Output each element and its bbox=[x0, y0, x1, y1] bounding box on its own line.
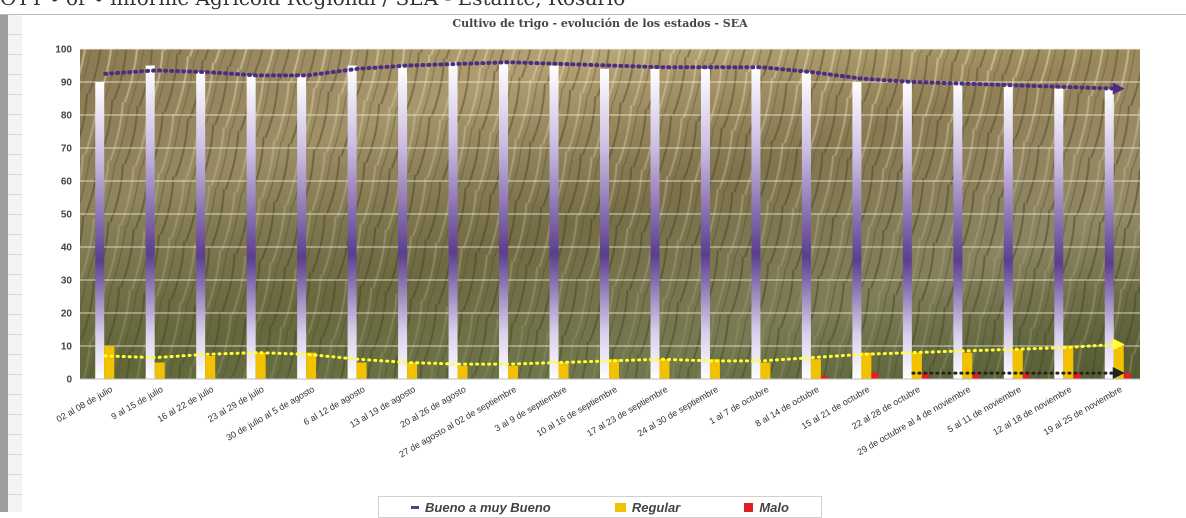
bar-bueno-13 bbox=[751, 65, 761, 379]
bar-regular-9 bbox=[558, 362, 569, 379]
bar-regular-12 bbox=[709, 359, 720, 379]
bar-malo-18 bbox=[1022, 372, 1030, 379]
bar-bueno-10 bbox=[600, 68, 609, 380]
legend-label-malo: Malo bbox=[759, 499, 789, 515]
y-tick-label-0: 0 bbox=[66, 375, 72, 386]
y-tick-label-80: 80 bbox=[61, 111, 73, 122]
bar-malo-15 bbox=[871, 372, 879, 379]
bar-bueno-6 bbox=[398, 65, 408, 379]
top-rule bbox=[0, 14, 1186, 15]
legend: Bueno a muy Bueno Regular Malo bbox=[378, 496, 822, 518]
bar-regular-1 bbox=[154, 362, 165, 379]
bar-bueno-17 bbox=[953, 82, 963, 379]
bar-regular-6 bbox=[407, 362, 418, 379]
bar-regular-4 bbox=[306, 352, 317, 379]
legend-swatch-regular bbox=[614, 502, 626, 512]
chart: Cultivo de trigo - evolución de los esta… bbox=[55, 17, 1140, 460]
bar-bueno-18 bbox=[1003, 85, 1013, 380]
y-tick-label-40: 40 bbox=[61, 243, 73, 254]
x-tick-label-0: 02 al 08 de julio bbox=[55, 384, 115, 424]
y-tick-label-10: 10 bbox=[61, 342, 73, 353]
bar-bueno-2 bbox=[196, 72, 206, 379]
x-tick-label-2: 16 al 22 de julio bbox=[156, 384, 216, 424]
bar-bueno-3 bbox=[246, 75, 256, 380]
bar-regular-7 bbox=[457, 365, 468, 379]
bar-regular-0 bbox=[104, 346, 115, 379]
header-caption: OTT ∙ or ∙ informe Agrícola Regional / S… bbox=[0, 0, 1186, 14]
trendline-arrowhead-2 bbox=[1112, 367, 1125, 380]
bar-regular-14 bbox=[810, 359, 821, 379]
bar-malo-16 bbox=[921, 372, 929, 379]
bar-regular-19 bbox=[1063, 346, 1074, 379]
bar-regular-16 bbox=[911, 352, 922, 379]
x-tick-label-10: 10 al 16 de septiembre bbox=[535, 384, 619, 438]
bar-bueno-20 bbox=[1104, 88, 1114, 379]
bar-bueno-12 bbox=[700, 68, 710, 380]
legend-label-bueno: Bueno a muy Bueno bbox=[425, 499, 551, 515]
bar-regular-11 bbox=[659, 359, 670, 379]
bar-malo-14 bbox=[820, 375, 828, 379]
x-tick-label-4: 30 de julio al 5 de agosto bbox=[224, 384, 316, 443]
bar-regular-13 bbox=[760, 362, 771, 379]
trendline-0 bbox=[103, 60, 1117, 91]
y-tick-label-60: 60 bbox=[61, 177, 73, 188]
y-tick-label-90: 90 bbox=[61, 78, 73, 89]
bar-regular-18 bbox=[1012, 349, 1023, 379]
legend-swatch-malo bbox=[744, 502, 754, 512]
trendline-arrowhead-1 bbox=[1112, 338, 1125, 351]
y-tick-label-50: 50 bbox=[61, 210, 73, 221]
left-window-strip bbox=[0, 15, 8, 512]
bar-bueno-16 bbox=[902, 82, 912, 379]
y-tick-label-20: 20 bbox=[61, 309, 73, 320]
bar-bueno-4 bbox=[297, 75, 307, 380]
y-axis: 0 10 20 30 40 50 60 70 80 90 100 bbox=[55, 45, 72, 386]
bar-bueno-8 bbox=[499, 62, 509, 379]
bar-regular-15 bbox=[861, 352, 872, 379]
y-tick-label-30: 30 bbox=[61, 276, 73, 287]
bar-regular-20 bbox=[1113, 346, 1124, 379]
bar-bueno-7 bbox=[448, 62, 458, 379]
x-tick-label-11: 17 al 23 de septiembre bbox=[585, 384, 669, 438]
bar-regular-10 bbox=[609, 359, 619, 379]
legend-item-bueno: Bueno a muy Bueno bbox=[411, 500, 551, 515]
trendlines bbox=[103, 60, 1125, 380]
bar-malo-17 bbox=[972, 372, 980, 379]
bar-bueno-0 bbox=[95, 82, 105, 379]
trendline-1 bbox=[103, 342, 1117, 366]
bar-bueno-11 bbox=[650, 68, 660, 380]
bar-regular-2 bbox=[205, 355, 216, 379]
y-tick-label-70: 70 bbox=[61, 144, 73, 155]
row-header-strip bbox=[8, 15, 22, 512]
legend-item-regular: Regular bbox=[614, 499, 681, 515]
bar-bueno-1 bbox=[145, 65, 155, 379]
bars bbox=[95, 62, 1131, 380]
bar-bueno-15 bbox=[852, 82, 862, 379]
y-tick-label-100: 100 bbox=[55, 45, 72, 56]
bar-bueno-14 bbox=[801, 72, 811, 379]
bar-regular-17 bbox=[962, 352, 973, 379]
bar-regular-5 bbox=[356, 362, 367, 379]
chart-title: Cultivo de trigo - evolución de los esta… bbox=[452, 17, 748, 30]
legend-swatch-bueno bbox=[411, 505, 420, 509]
bar-malo-19 bbox=[1073, 372, 1081, 379]
bar-bueno-5 bbox=[347, 65, 357, 379]
plot-background-image bbox=[80, 49, 1140, 379]
bar-bueno-9 bbox=[549, 65, 559, 379]
legend-label-regular: Regular bbox=[631, 499, 681, 515]
bar-malo-20 bbox=[1123, 372, 1131, 379]
legend-item-malo: Malo bbox=[744, 500, 789, 515]
bar-bueno-19 bbox=[1054, 88, 1064, 379]
trendline-arrowhead-0 bbox=[1112, 82, 1125, 95]
x-tick-label-12: 24 al 30 de septiembre bbox=[636, 384, 720, 438]
bar-regular-8 bbox=[508, 365, 519, 379]
bar-regular-3 bbox=[255, 352, 266, 379]
